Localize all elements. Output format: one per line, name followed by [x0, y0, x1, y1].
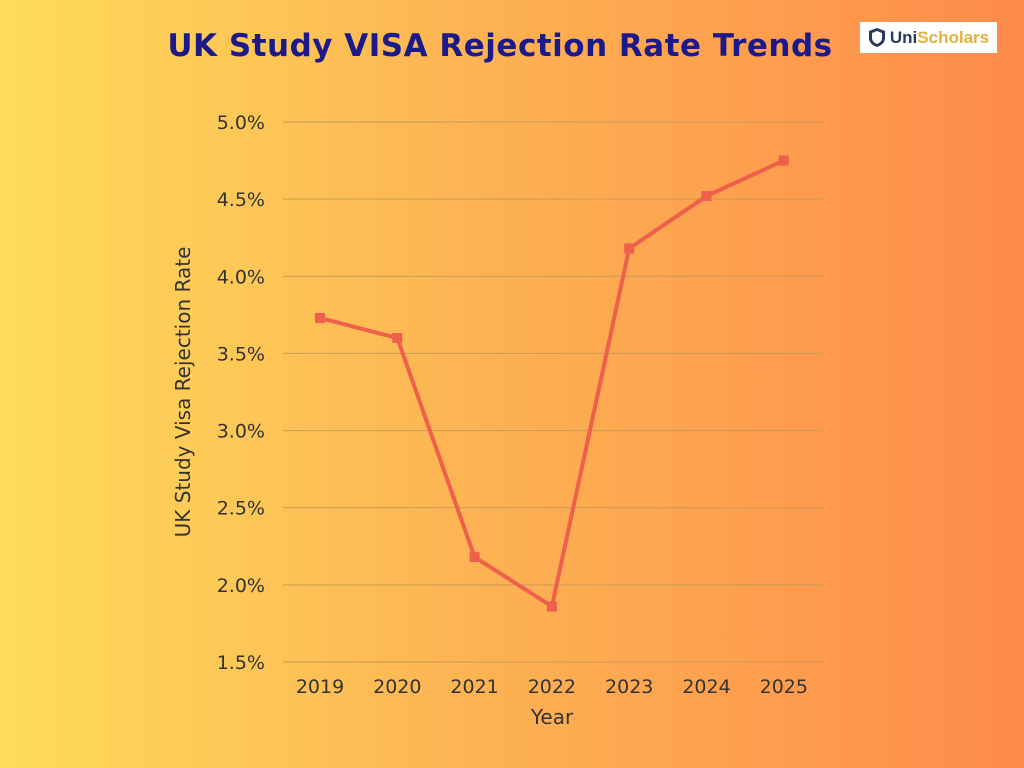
logo-text-scholars: Scholars: [917, 27, 990, 47]
x-tick-label: 2024: [682, 676, 730, 698]
x-tick-label: 2022: [528, 676, 576, 698]
data-point: [315, 312, 325, 323]
y-tick-label: 3.5%: [217, 343, 265, 365]
y-tick-label: 5.0%: [217, 112, 265, 134]
data-point: [469, 552, 480, 563]
y-tick-label: 4.0%: [217, 266, 265, 288]
y-tick-label: 4.5%: [217, 189, 265, 211]
x-tick-label: 2021: [450, 676, 498, 698]
x-tick-label: 2025: [760, 676, 808, 698]
logo-text-uni: Uni: [889, 27, 918, 47]
series-line: [319, 158, 785, 609]
data-point: [624, 243, 635, 254]
y-tick-label: 3.0%: [217, 421, 265, 443]
unischolars-logo: Uni Scholars: [860, 22, 997, 53]
data-point: [778, 155, 789, 166]
x-tick-label: 2020: [373, 676, 421, 698]
y-axis-label: UK Study Visa Rejection Rate: [171, 247, 195, 538]
data-point: [392, 333, 403, 343]
x-axis-label: Year: [530, 705, 574, 729]
data-point: [546, 601, 557, 612]
y-tick-label: 2.0%: [217, 575, 265, 597]
x-tick-label: 2023: [605, 676, 653, 698]
data-point: [701, 191, 712, 202]
chart-title: UK Study VISA Rejection Rate Trends: [167, 28, 833, 64]
shield-icon: [868, 27, 885, 47]
y-tick-label: 2.5%: [217, 498, 265, 520]
y-tick-label: 1.5%: [217, 652, 265, 674]
x-tick-label: 2019: [296, 676, 344, 698]
